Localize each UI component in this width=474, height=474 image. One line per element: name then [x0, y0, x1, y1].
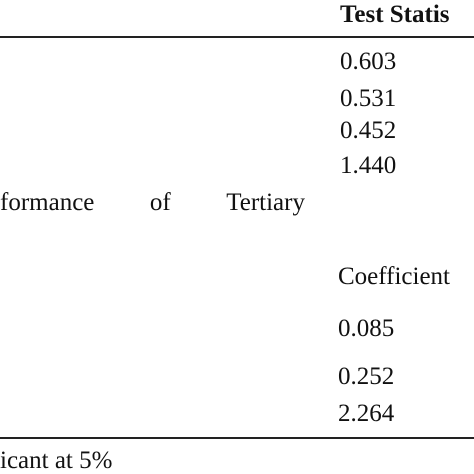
test-statistic-value: 1.440 — [340, 152, 397, 179]
row-label-word: formance — [0, 189, 95, 216]
coefficient-value: 0.085 — [338, 315, 395, 342]
row-label: formance of Tertiary — [0, 190, 305, 215]
test-statistic-value: 0.603 — [340, 48, 397, 75]
header-rule — [0, 36, 474, 38]
coefficient-value: 0.252 — [338, 363, 395, 390]
column-header-test-statistic: Test Statis — [340, 1, 450, 28]
footnote: icant at 5% — [0, 447, 113, 474]
test-statistic-value: 0.452 — [340, 117, 397, 144]
coefficient-value: 2.264 — [338, 400, 395, 427]
row-label-word: of — [149, 189, 171, 216]
test-statistic-value: 0.531 — [340, 85, 397, 112]
column-header-coefficient: Coefficient — [338, 263, 450, 290]
row-label-word: Tertiary — [226, 189, 305, 216]
bottom-rule — [0, 437, 474, 439]
